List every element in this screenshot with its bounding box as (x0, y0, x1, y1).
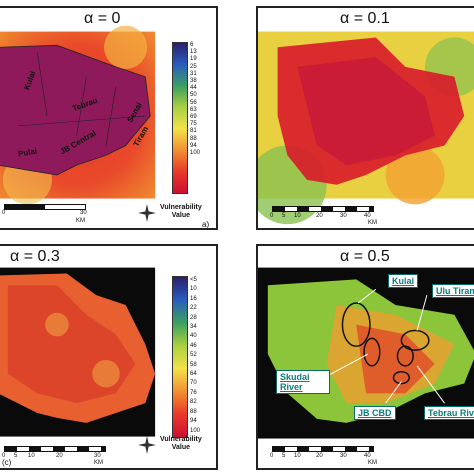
scale-bar (272, 446, 374, 452)
panel-title: α = 0.3 (10, 248, 60, 265)
vulnerability-label: Vulnerability Value (160, 204, 202, 219)
vulnerability-map (258, 31, 474, 225)
scale-bar (272, 206, 374, 212)
scale-unit: KM (76, 218, 85, 224)
panel-letter: a) (202, 220, 210, 229)
scale-label: 0 (2, 210, 6, 216)
callout-label: JB CBD (354, 406, 396, 420)
compass-icon (138, 204, 156, 222)
scale-label: 0 (270, 453, 274, 459)
vulnerability-map (0, 25, 156, 205)
scale-label: 10 (294, 453, 301, 459)
vulnerability-map (0, 267, 156, 437)
scale-unit: KM (368, 460, 377, 466)
scale-label: 20 (316, 453, 323, 459)
panel-title: α = 0 (84, 10, 121, 27)
scale-label: 40 (364, 453, 371, 459)
compass-icon (138, 436, 156, 454)
scale-label: 30 (340, 453, 347, 459)
vulnerability-label: Vulnerability Value (160, 436, 202, 451)
scale-label: 40 (364, 213, 371, 219)
panel-alpha-0.3: α = 0.3 <5 10 16 22 28 34 40 46 52 58 64 70 76 82 8… (0, 244, 218, 470)
panel-title: α = 0.5 (340, 248, 390, 265)
scale-label: 30 (80, 210, 87, 216)
panel-alpha-0.1: α = 0.1 0 5 10 20 30 40 KM (256, 6, 474, 230)
color-legend (172, 276, 188, 438)
scale-label: 5 (282, 213, 286, 219)
scale-label: 5 (14, 453, 18, 459)
scale-label: 0 (270, 213, 274, 219)
callout-label: Ulu Tiram (432, 284, 474, 298)
scale-label: 10 (28, 453, 35, 459)
vulnerability-map (258, 267, 474, 439)
scale-label: 20 (56, 453, 63, 459)
scale-label: 20 (316, 213, 323, 219)
callout-label: Tebrau River (424, 406, 474, 420)
scale-label: 5 (282, 453, 286, 459)
callout-label: Skudai River (276, 370, 330, 394)
scale-unit: KM (368, 220, 377, 226)
panel-title: α = 0.1 (340, 10, 390, 27)
scale-bar (4, 446, 106, 452)
scale-label: 10 (294, 213, 301, 219)
scale-label: 30 (94, 453, 101, 459)
color-legend (172, 42, 188, 194)
panel-letter: (c) (2, 458, 12, 467)
scale-unit: KM (94, 460, 103, 466)
callout-label: Kulai (388, 274, 419, 288)
scale-label: 30 (340, 213, 347, 219)
panel-alpha-0.5: α = 0.5 Kulai Ulu Tiram Skudai River JB … (256, 244, 474, 470)
scale-label: 0 (2, 453, 6, 459)
panel-alpha-0: α = 0 Kulai Tebrau Pulai JB Central Sena… (0, 6, 218, 230)
scale-bar (4, 204, 86, 210)
legend-labels: 6 13 19 25 31 38 44 50 56 63 69 75 81 88 94 100 (190, 42, 201, 157)
legend-labels: <5 10 16 22 28 34 40 46 52 58 64 70 76 82 88 94 100 (190, 277, 201, 434)
